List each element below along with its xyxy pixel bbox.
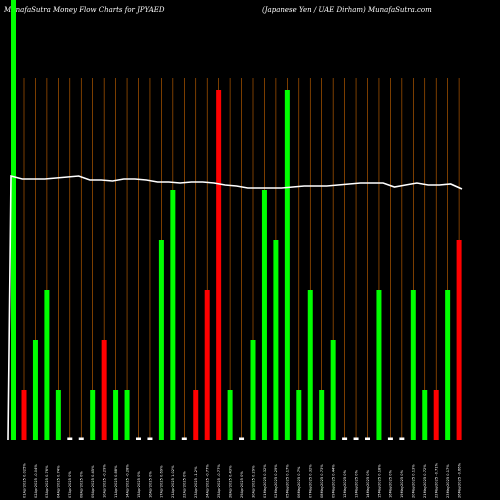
- tick-label: 22May2025 -0.71%: [435, 462, 439, 498]
- tick-label: 02May2025 0.29%: [274, 464, 278, 498]
- bar: [101, 340, 107, 440]
- tick-label: 29Apr2025 0%: [240, 471, 244, 498]
- tick-label: 13May2025 0%: [354, 469, 358, 498]
- tick-label: 10Apr2025 -0.29%: [102, 464, 106, 498]
- tick-label: 20May2025 0.13%: [412, 464, 416, 498]
- bar: [204, 290, 210, 440]
- bar: [170, 190, 176, 440]
- bar: [227, 390, 233, 440]
- bar: [239, 437, 245, 440]
- bar: [399, 437, 405, 440]
- tick-label: 11Apr2025 0.88%: [114, 465, 118, 498]
- tick-label: 09May2025 0.44%: [331, 464, 335, 498]
- tick-label: 02Apr2025 -0.04%: [34, 464, 38, 498]
- tick-label: 24Apr2025 -0.77%: [206, 464, 210, 498]
- tick-label: 01May2025 0.32%: [263, 464, 267, 498]
- price-line: [7, 174, 463, 441]
- tick-label: 15May2025 0.18%: [377, 464, 381, 498]
- bar: [32, 340, 38, 440]
- x-tick-labels: 01Apr2025 0.025% 02Apr2025 -0.04% 03Apr202…: [22, 462, 461, 498]
- tick-label: 21May2025 0.72%: [423, 464, 427, 498]
- bar: [365, 437, 370, 440]
- bar: [44, 290, 50, 440]
- bar: [21, 390, 27, 440]
- bar: [456, 240, 462, 440]
- tick-label: 09Apr2025 0.45%: [91, 465, 95, 498]
- tick-label: 08Apr2025 0%: [80, 471, 84, 498]
- tick-label: 30Apr2025 0.29%: [251, 465, 255, 498]
- tick-label: 23May2025 0.17%: [446, 464, 450, 498]
- tick-label: 05May2025 0.17%: [286, 464, 290, 498]
- tick-label: 06May2025 0.7%: [297, 466, 301, 498]
- bar: [55, 390, 61, 440]
- bars: [21, 90, 462, 440]
- grid-lines: [11, 0, 460, 440]
- bar: [147, 437, 153, 440]
- chart-subtitle: (Japanese Yen / UAE Dirham) MunafaSutra.…: [262, 6, 432, 14]
- tick-label: 16May2025 0%: [389, 469, 393, 498]
- bar: [296, 390, 302, 440]
- tick-label: 08May2025 0.73%: [320, 464, 324, 498]
- bar: [124, 390, 130, 440]
- tick-label: 26May2025 -0.66%: [457, 462, 461, 498]
- bar: [216, 90, 222, 440]
- tick-label: 03Apr2025 0.76%: [45, 465, 49, 498]
- bar: [330, 340, 336, 440]
- tick-label: 16Apr2025 0%: [148, 471, 152, 498]
- bar: [78, 437, 84, 440]
- bar: [445, 290, 451, 440]
- bar: [273, 240, 279, 440]
- bar: [342, 437, 348, 440]
- chart-title: MunafaSutra Money Flow Charts for JPYAED: [3, 6, 165, 14]
- tick-label: 01Apr2025 0.025%: [22, 463, 26, 498]
- bar: [376, 290, 382, 440]
- tick-label: 14May2025 0%: [366, 469, 370, 498]
- bar: [181, 437, 187, 440]
- bar: [261, 190, 267, 440]
- bar: [158, 240, 164, 440]
- tick-label: 12May2025 0%: [343, 469, 347, 498]
- tick-label: 23Apr2025 -1.2%: [194, 466, 198, 498]
- bar: [90, 390, 96, 440]
- bar: [136, 437, 141, 440]
- tick-label: 07May2025 0.32%: [309, 464, 313, 498]
- bar: [250, 340, 256, 440]
- bar: [410, 290, 416, 440]
- tick-label: 22Apr2025 0%: [183, 471, 187, 498]
- tick-label: 15Apr2025 0%: [137, 471, 141, 498]
- tick-label: 21Apr2025 1.02%: [171, 465, 175, 498]
- bar: [433, 390, 439, 440]
- tick-label: 28Apr2025 0.43%: [228, 465, 232, 498]
- tick-label: 14Apr2025 -0.28%: [125, 464, 129, 498]
- bar: [319, 390, 325, 440]
- tick-label: 25Apr2025 -0.77%: [217, 464, 221, 498]
- tick-label: 07Apr2025 0%: [68, 471, 72, 498]
- tick-label: 04Apr2025 0.74%: [57, 465, 61, 498]
- bar: [113, 390, 119, 440]
- price-line-path: [7, 174, 463, 441]
- tick-label: 19May2025 0%: [400, 469, 404, 498]
- bar: [284, 90, 290, 440]
- bar: [193, 390, 199, 440]
- bar: [307, 290, 313, 440]
- bar: [387, 437, 393, 440]
- bar: [422, 390, 428, 440]
- bar: [67, 437, 73, 440]
- left-marker-bar: [11, 0, 16, 440]
- bar: [353, 437, 359, 440]
- tick-label: 17Apr2025 0.69%: [160, 465, 164, 498]
